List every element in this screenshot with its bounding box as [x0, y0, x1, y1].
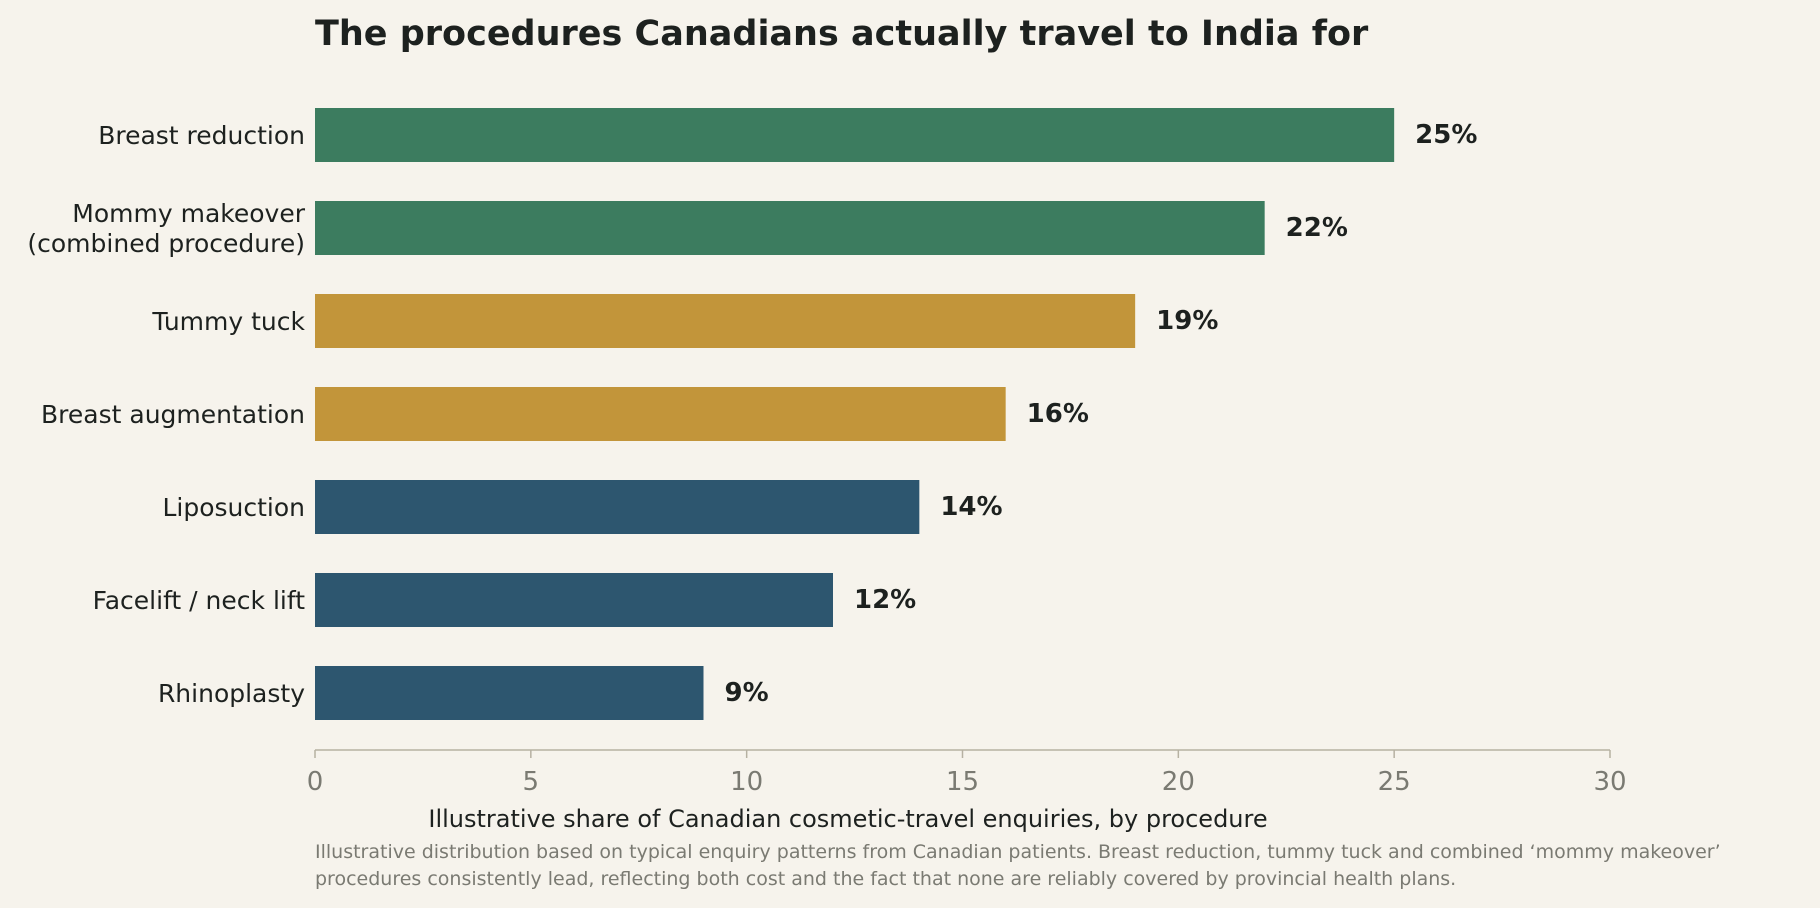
category-label-rhinoplasty: Rhinoplasty [158, 679, 305, 708]
category-label-line: Rhinoplasty [158, 679, 305, 708]
x-tick-label-5: 5 [523, 767, 540, 797]
footnote-line-1: Illustrative distribution based on typic… [315, 841, 1721, 863]
bar-rhinoplasty [315, 666, 704, 720]
x-axis-label: Illustrative share of Canadian cosmetic-… [428, 805, 1267, 833]
category-label-mommy-makeover-combined-procedure: Mommy makeover (combined procedure) [27, 199, 305, 258]
category-label-line: Breast augmentation [41, 400, 305, 429]
value-label-rhinoplasty: 9% [725, 678, 769, 708]
x-tick-label-20: 20 [1162, 767, 1195, 797]
category-label-line: (combined procedure) [27, 229, 305, 258]
category-label-line: Breast reduction [98, 121, 305, 150]
category-label-breast-reduction: Breast reduction [98, 121, 305, 150]
x-tick-label-0: 0 [307, 767, 324, 797]
category-labels-group: Breast reduction Mommy makeover (combined … [27, 121, 305, 708]
value-label-breast-reduction: 25% [1415, 120, 1477, 150]
category-label-tummy-tuck: Tummy tuck [151, 307, 305, 336]
value-label-facelift-neck-lift: 12% [854, 585, 916, 615]
bar-mommy-makeover-combined-procedure [315, 201, 1265, 255]
bar-tummy-tuck [315, 294, 1136, 348]
category-label-breast-augmentation: Breast augmentation [41, 400, 305, 429]
x-tick-label-10: 10 [730, 767, 763, 797]
bar-facelift-neck-lift [315, 573, 833, 627]
value-label-tummy-tuck: 19% [1156, 306, 1218, 336]
category-label-line: Mommy makeover [72, 199, 305, 228]
bar-breast-reduction [315, 108, 1395, 162]
category-label-line: Tummy tuck [151, 307, 305, 336]
value-label-mommy-makeover-combined-procedure: 22% [1286, 213, 1348, 243]
bar-breast-augmentation [315, 387, 1006, 441]
value-labels-group: 25% 22% 19% 16% 14% 12% 9% [725, 120, 1478, 708]
category-label-line: Facelift / neck lift [93, 586, 306, 615]
bar-liposuction [315, 480, 920, 534]
bars-group [315, 108, 1395, 720]
x-axis: 0 5 10 15 20 25 30 [307, 749, 1627, 797]
chart-title: The procedures Canadians actually travel… [315, 14, 1369, 54]
category-label-facelift-neck-lift: Facelift / neck lift [93, 586, 306, 615]
category-label-liposuction: Liposuction [162, 493, 305, 522]
x-tick-label-30: 30 [1593, 767, 1626, 797]
value-label-liposuction: 14% [940, 492, 1002, 522]
value-label-breast-augmentation: 16% [1027, 399, 1089, 429]
x-tick-label-15: 15 [946, 767, 979, 797]
category-label-line: Liposuction [162, 493, 305, 522]
x-tick-label-25: 25 [1378, 767, 1411, 797]
footnote-line-2: procedures consistently lead, reflecting… [315, 868, 1456, 890]
